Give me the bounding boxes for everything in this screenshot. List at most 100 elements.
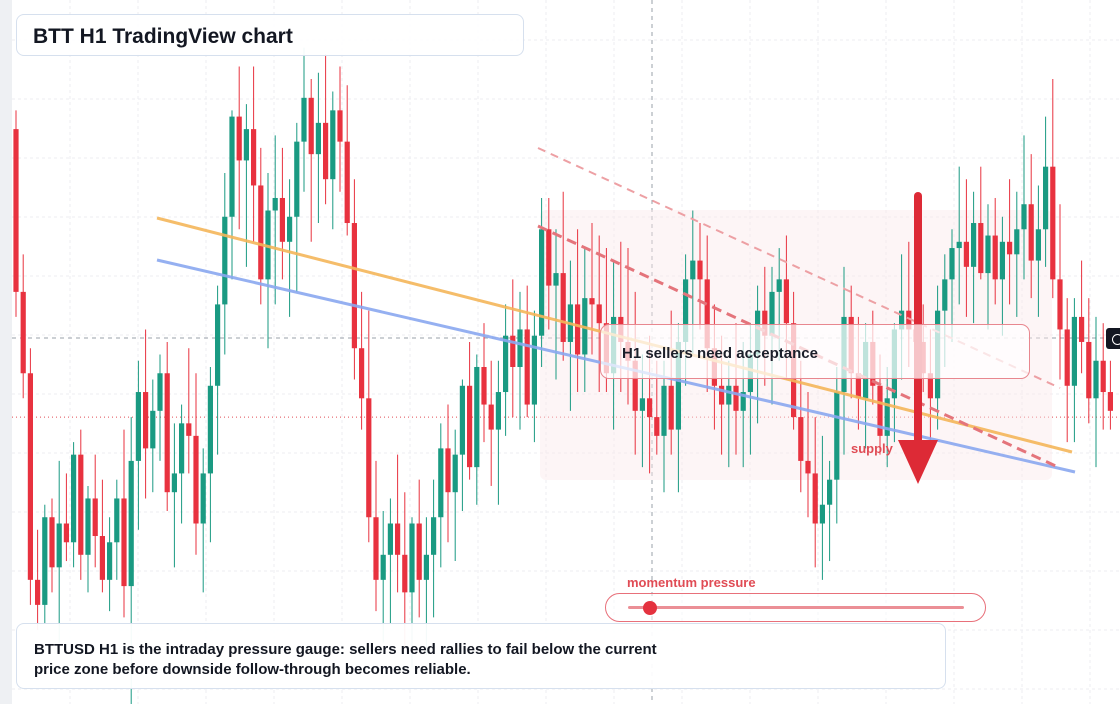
- candle-body: [1064, 329, 1070, 386]
- candle-body: [877, 385, 883, 436]
- candle-body: [481, 367, 487, 405]
- candle-body: [258, 185, 264, 280]
- candle-body: [769, 291, 775, 336]
- candle-body: [733, 385, 739, 411]
- candle-body: [416, 523, 422, 580]
- candle-body: [553, 273, 559, 286]
- candle-body: [301, 97, 307, 142]
- candle-body: [373, 517, 379, 580]
- candle-body: [834, 392, 840, 480]
- crosshair-plus-icon[interactable]: [1106, 328, 1120, 349]
- candle-body: [978, 223, 984, 274]
- candle-body: [351, 223, 357, 349]
- candle-body: [222, 216, 228, 305]
- candle-body: [114, 498, 120, 543]
- candle-body: [42, 517, 48, 605]
- candle-body: [1071, 316, 1077, 386]
- candle-body: [575, 304, 581, 355]
- candle-body: [99, 536, 105, 580]
- candle-body: [949, 248, 955, 280]
- candle-body: [359, 348, 365, 399]
- candle-body: [143, 392, 149, 449]
- candle-body: [1043, 166, 1049, 230]
- candle-body: [1050, 166, 1056, 280]
- candle-body: [85, 498, 91, 555]
- candle-body: [906, 310, 912, 330]
- candle-body: [805, 460, 811, 474]
- candle-body: [1014, 229, 1020, 255]
- candle-body: [1021, 204, 1027, 230]
- candle-body: [157, 373, 163, 411]
- candle-body: [135, 392, 141, 461]
- title-card: BTT H1 TradingView chart: [16, 14, 524, 56]
- candle-body: [452, 454, 458, 493]
- candle-body: [13, 129, 19, 292]
- candle-body: [438, 448, 444, 518]
- candle-body: [999, 241, 1005, 280]
- candle-body: [596, 304, 602, 324]
- momentum-gauge-knob[interactable]: [643, 601, 657, 615]
- candle-body: [639, 398, 645, 411]
- candle-body: [323, 122, 329, 180]
- candle-body: [272, 197, 278, 211]
- candle-body: [546, 229, 552, 286]
- candle-body: [661, 385, 667, 436]
- candle-body: [683, 279, 689, 342]
- candle-body: [107, 542, 113, 580]
- candle-body: [690, 260, 696, 280]
- candle-body: [49, 517, 55, 568]
- candle-body: [171, 473, 177, 493]
- candle-body: [589, 298, 595, 305]
- candle-body: [654, 417, 660, 436]
- candle-body: [899, 310, 905, 330]
- candle-body: [1100, 360, 1106, 393]
- candle-body: [27, 373, 33, 580]
- candle-body: [121, 498, 127, 587]
- candle-body: [524, 329, 530, 405]
- candle-body: [251, 129, 257, 186]
- candle-body: [855, 373, 861, 399]
- momentum-gauge-track: [628, 606, 964, 609]
- candle-body: [539, 229, 545, 336]
- candle-body: [200, 473, 206, 524]
- candle-body: [827, 479, 833, 505]
- candle-body: [315, 122, 321, 155]
- candle-body: [366, 398, 372, 518]
- candle-body: [510, 335, 516, 367]
- candle-body: [956, 241, 962, 249]
- candle-body: [402, 554, 408, 593]
- candle-body: [647, 398, 653, 418]
- candle-body: [1086, 341, 1092, 399]
- candle-body: [63, 523, 69, 543]
- candle-body: [56, 523, 62, 568]
- candle-body: [726, 385, 732, 405]
- candle-body: [193, 435, 199, 524]
- candle-body: [495, 392, 501, 430]
- summary-text: BTTUSD H1 is the intraday pressure gauge…: [34, 641, 657, 678]
- candle-body: [467, 385, 473, 468]
- candle-body: [812, 473, 818, 524]
- candle-body: [992, 235, 998, 280]
- summary-card: BTTUSD H1 is the intraday pressure gauge…: [16, 623, 946, 689]
- candle-body: [942, 279, 948, 311]
- candle-body: [503, 335, 509, 393]
- candle-body: [668, 385, 674, 430]
- candle-body: [474, 367, 480, 468]
- candle-body: [186, 423, 192, 436]
- candle-body: [445, 448, 451, 493]
- candle-body: [704, 279, 710, 349]
- supply-zone-label: supply: [851, 441, 893, 456]
- candle-body: [1093, 360, 1099, 399]
- candle-body: [35, 579, 41, 605]
- candle-body: [740, 392, 746, 411]
- candle-body: [819, 504, 825, 524]
- candle-body: [92, 498, 98, 537]
- candle-body: [560, 273, 566, 342]
- candle-body: [279, 197, 285, 242]
- momentum-gauge[interactable]: [605, 593, 986, 622]
- candle-body: [215, 304, 221, 386]
- chart-title: BTT H1 TradingView chart: [33, 25, 293, 48]
- candle-body: [719, 385, 725, 405]
- candle-body: [488, 404, 494, 430]
- candle-body: [380, 554, 386, 580]
